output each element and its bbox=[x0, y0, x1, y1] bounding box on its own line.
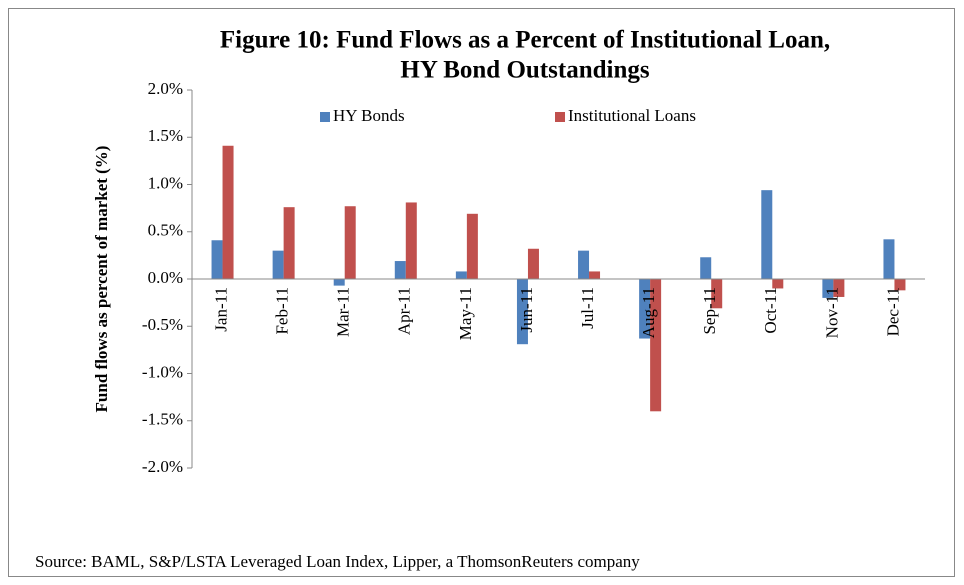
bar bbox=[272, 250, 284, 279]
y-tick-label: -0.5% bbox=[142, 315, 183, 334]
bar bbox=[211, 240, 223, 279]
bar bbox=[894, 279, 906, 291]
x-tick-label: May-11 bbox=[456, 287, 475, 340]
bar bbox=[700, 257, 712, 279]
legend-label: HY Bonds bbox=[333, 106, 405, 125]
x-tick-label: Aug-11 bbox=[639, 287, 658, 338]
bar bbox=[516, 279, 528, 345]
bar bbox=[466, 213, 478, 279]
x-tick-label: Jul-11 bbox=[578, 287, 597, 329]
x-tick-label: Nov-11 bbox=[822, 287, 841, 338]
bar bbox=[711, 279, 723, 309]
bar bbox=[333, 279, 345, 286]
bar bbox=[650, 279, 662, 412]
source-note: Source: BAML, S&P/LSTA Leveraged Loan In… bbox=[35, 552, 640, 571]
x-tick-label: Feb-11 bbox=[273, 287, 292, 335]
bar bbox=[394, 261, 406, 279]
bar bbox=[833, 279, 845, 297]
bar bbox=[883, 239, 895, 279]
chart-title: Figure 10: Fund Flows as a Percent of In… bbox=[220, 27, 830, 54]
bar bbox=[405, 202, 417, 279]
bar bbox=[222, 145, 234, 279]
y-tick-label: 0.5% bbox=[148, 221, 183, 240]
bar bbox=[578, 250, 590, 279]
x-tick-label: Apr-11 bbox=[395, 287, 414, 335]
legend-label: Institutional Loans bbox=[568, 106, 696, 125]
y-tick-label: -1.0% bbox=[142, 362, 183, 381]
bar bbox=[639, 279, 651, 339]
x-tick-label: Jun-11 bbox=[517, 287, 536, 333]
bar bbox=[344, 206, 356, 279]
y-axis-label: Fund flows as percent of market (%) bbox=[92, 146, 111, 413]
bar bbox=[527, 248, 539, 279]
chart-frame bbox=[8, 8, 955, 577]
x-tick-label: Jan-11 bbox=[211, 287, 230, 332]
y-tick-label: -1.5% bbox=[142, 410, 183, 429]
x-tick-label: Dec-11 bbox=[883, 287, 902, 336]
legend-swatch bbox=[555, 112, 565, 122]
chart-title: HY Bond Outstandings bbox=[400, 57, 649, 84]
y-tick-label: 1.0% bbox=[148, 173, 183, 192]
y-tick-label: -2.0% bbox=[142, 457, 183, 476]
bar bbox=[822, 279, 834, 298]
x-tick-label: Oct-11 bbox=[761, 287, 780, 334]
bar bbox=[761, 190, 773, 279]
x-tick-label: Sep-11 bbox=[700, 287, 719, 335]
legend-swatch bbox=[320, 112, 330, 122]
bar bbox=[455, 271, 467, 279]
x-tick-label: Mar-11 bbox=[334, 287, 353, 337]
bar bbox=[589, 271, 601, 279]
bar bbox=[772, 279, 784, 289]
bar bbox=[283, 207, 295, 279]
y-tick-label: 2.0% bbox=[148, 79, 183, 98]
y-tick-label: 0.0% bbox=[148, 268, 183, 287]
y-tick-label: 1.5% bbox=[148, 126, 183, 145]
